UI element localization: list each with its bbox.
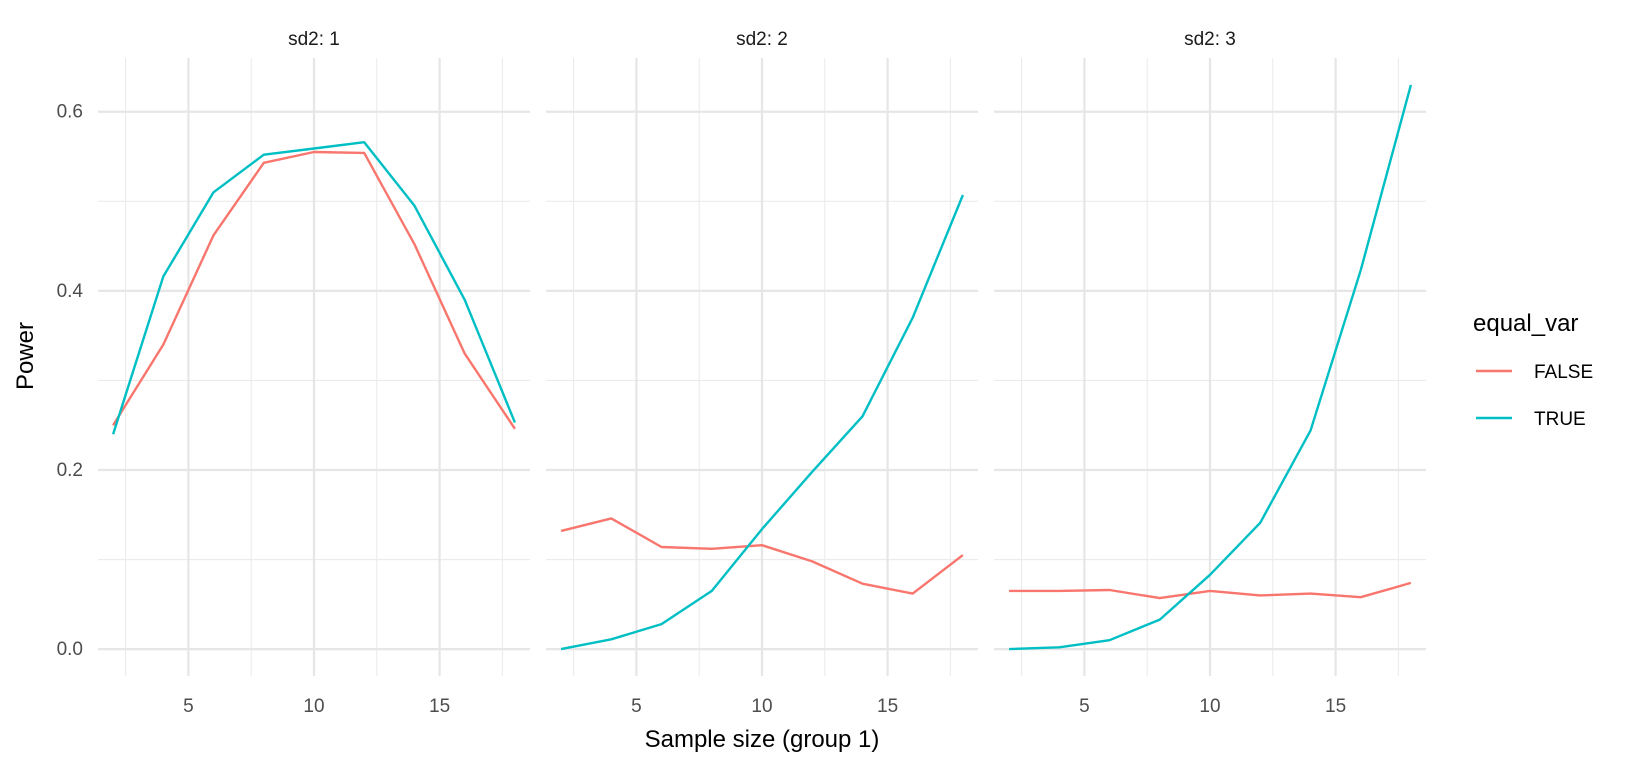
y-tick-label: 0.4	[57, 281, 84, 302]
y-tick-label: 0.2	[57, 460, 83, 481]
legend-items: FALSE TRUE	[1476, 362, 1593, 430]
facet-strip-label: sd2: 2	[736, 29, 788, 50]
facet-panel-2: sd2: 2 5 10 15	[546, 29, 978, 717]
facet-strip-label: sd2: 3	[1184, 29, 1236, 50]
legend-item-false: FALSE	[1476, 362, 1593, 383]
series-line-true	[560, 194, 965, 651]
y-axis-label: Power	[12, 322, 39, 390]
series-line-true	[1009, 84, 1413, 651]
facet-strip-label: sd2: 1	[288, 29, 340, 50]
x-tick-label: 15	[1325, 696, 1346, 717]
x-tick-label: 5	[183, 696, 194, 717]
x-tick-label: 10	[1199, 696, 1220, 717]
y-tick-label: 0.6	[57, 102, 83, 123]
x-tick-label: 15	[877, 696, 898, 717]
facet-panel-3: sd2: 3 5 10 15	[994, 29, 1426, 717]
x-tick-label: 5	[631, 696, 642, 717]
series-line-false	[1009, 581, 1412, 600]
x-tick-label: 10	[751, 696, 772, 717]
legend-item-label: FALSE	[1534, 362, 1593, 383]
legend: equal_var FALSE TRUE	[1473, 310, 1593, 430]
x-axis-label: Sample size (group 1)	[645, 726, 880, 753]
facet-panel-1: sd2: 1 5 10 15	[98, 29, 530, 717]
legend-item-label: TRUE	[1534, 409, 1586, 430]
series-line-false	[560, 517, 964, 595]
legend-item-true: TRUE	[1476, 409, 1586, 430]
series-line-true	[111, 140, 517, 435]
x-tick-label: 15	[429, 696, 450, 717]
x-tick-label: 10	[303, 696, 324, 717]
legend-title: equal_var	[1473, 310, 1578, 337]
series-line-false	[112, 150, 516, 430]
x-tick-label: 5	[1079, 696, 1090, 717]
y-tick-label: 0.0	[57, 639, 83, 660]
